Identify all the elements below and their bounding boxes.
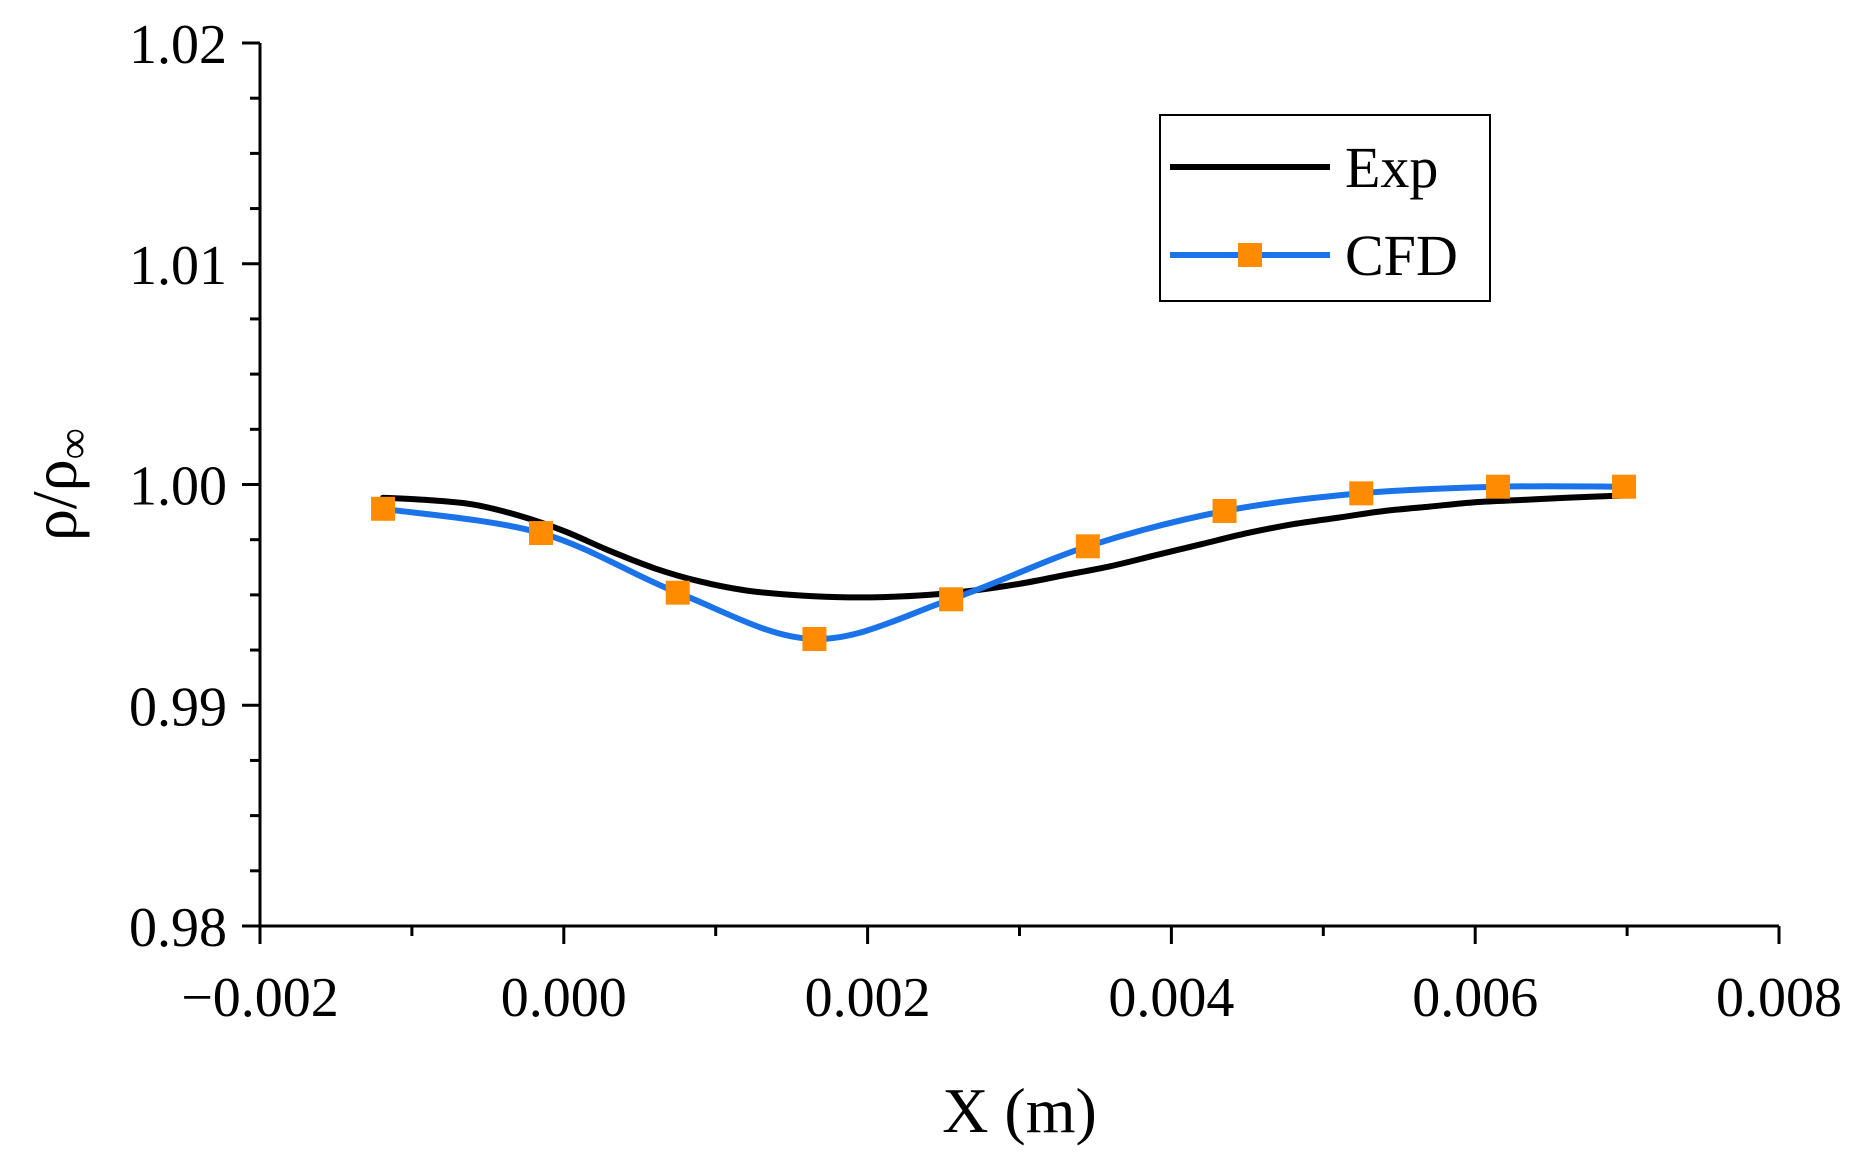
y-tick-label: 1.02 (129, 14, 227, 76)
legend: Exp CFD (1159, 114, 1491, 302)
data-point-cfd (802, 627, 827, 652)
axes (242, 41, 1781, 944)
legend-label-exp: Exp (1345, 135, 1438, 200)
series-line-exp (380, 492, 1628, 601)
series-line-cfd (380, 483, 1628, 643)
data-point-cfd (1212, 498, 1237, 523)
x-tick-label: 0.006 (1412, 967, 1538, 1029)
x-axis-title: X (m) (942, 1075, 1097, 1146)
y-tick-label: 1.01 (129, 235, 227, 297)
y-tick-label: 0.99 (129, 676, 227, 738)
data-point-cfd (939, 587, 964, 612)
legend-box (1159, 114, 1491, 302)
x-tick-label: 0.002 (805, 967, 931, 1029)
axis-labels: −0.002 0.000 0.002 0.004 0.006 0.008 0.98 0.99 1… (19, 14, 1842, 1146)
legend-label-cfd: CFD (1345, 223, 1458, 288)
data-point-cfd (1612, 474, 1637, 499)
x-tick-label: −0.002 (181, 967, 339, 1029)
y-tick-label: 1.00 (129, 456, 227, 518)
y-axis-title: ρ/ρ∞ (19, 428, 98, 541)
x-tick-label: 0.008 (1716, 967, 1842, 1029)
x-tick-label: 0.000 (501, 967, 627, 1029)
data-point-cfd (371, 496, 396, 521)
y-tick-label: 0.98 (129, 897, 227, 959)
y-axis-title-subscript: ∞ (49, 428, 98, 459)
series-layer (371, 474, 1637, 652)
data-point-cfd (529, 521, 554, 546)
y-axis-title-main: ρ/ρ (19, 459, 90, 541)
data-point-cfd (1485, 474, 1510, 499)
legend-marker-cfd (1238, 243, 1262, 267)
data-point-cfd (665, 580, 690, 605)
data-point-cfd (1075, 534, 1100, 559)
x-tick-label: 0.004 (1108, 967, 1234, 1029)
data-point-cfd (1349, 481, 1374, 506)
